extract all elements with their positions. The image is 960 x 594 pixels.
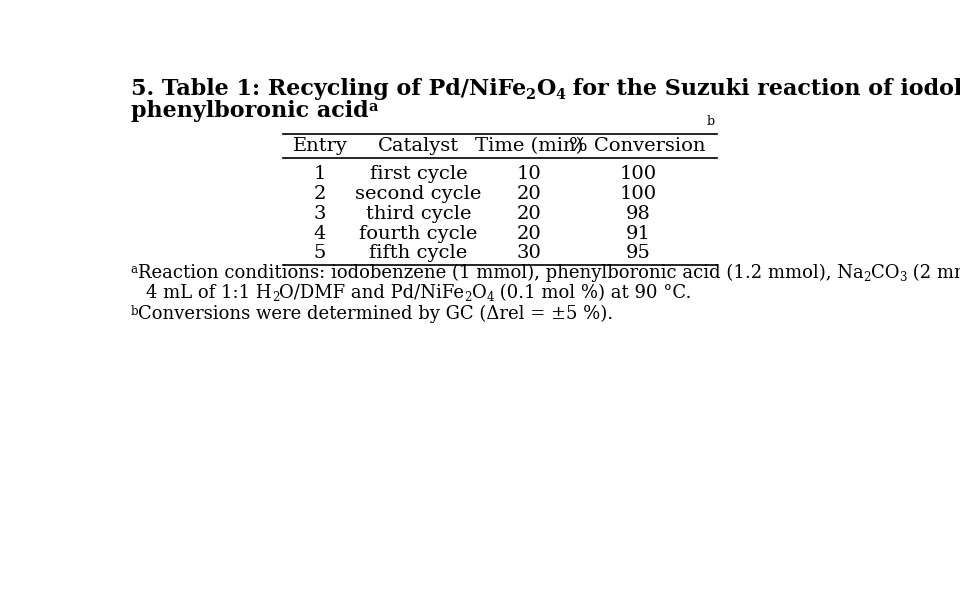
Text: 3: 3 [900,271,907,284]
Text: CO: CO [871,264,900,282]
Text: 3: 3 [314,205,326,223]
Text: a: a [131,263,138,276]
Text: 2: 2 [272,290,279,304]
Text: 91: 91 [625,225,650,243]
Text: first cycle: first cycle [370,165,468,183]
Text: second cycle: second cycle [355,185,482,203]
Text: O: O [471,284,487,302]
Text: Reaction conditions: iodobenzene (1 mmol), phenylboronic acid (1.2 mmol), Na: Reaction conditions: iodobenzene (1 mmol… [138,263,864,282]
Text: 20: 20 [516,185,541,203]
Text: 4: 4 [556,88,565,102]
Text: fourth cycle: fourth cycle [359,225,477,243]
Text: Catalyst: Catalyst [378,137,459,155]
Text: 4 mL of 1:1 H: 4 mL of 1:1 H [146,284,272,302]
Text: 100: 100 [619,165,657,183]
Text: third cycle: third cycle [366,205,471,223]
Text: 20: 20 [516,225,541,243]
Text: O/DMF and Pd/NiFe: O/DMF and Pd/NiFe [279,284,465,302]
Text: Conversions were determined by GC (Δrel = ±5 %).: Conversions were determined by GC (Δrel … [138,305,613,323]
Text: 5. Table 1: Recycling of Pd/NiFe: 5. Table 1: Recycling of Pd/NiFe [131,78,526,100]
Text: (2 mmol),: (2 mmol), [907,264,960,282]
Text: Entry: Entry [293,137,348,155]
Text: % Conversion: % Conversion [569,137,706,155]
Text: 30: 30 [516,244,541,262]
Text: for the Suzuki reaction of iodobenzene with: for the Suzuki reaction of iodobenzene w… [565,78,960,100]
Text: 20: 20 [516,205,541,223]
Text: b: b [131,305,138,318]
Text: 10: 10 [516,165,541,183]
Text: 98: 98 [625,205,650,223]
Text: 2: 2 [864,271,871,284]
Text: 100: 100 [619,185,657,203]
Text: a: a [369,100,378,114]
Text: 4: 4 [487,290,493,304]
Text: 2: 2 [465,290,471,304]
Text: 2: 2 [526,88,536,102]
Text: 2: 2 [314,185,326,203]
Text: 4: 4 [314,225,326,243]
Text: fifth cycle: fifth cycle [370,244,468,262]
Text: (0.1 mol %) at 90 °C.: (0.1 mol %) at 90 °C. [493,284,691,302]
Text: phenylboronic acid: phenylboronic acid [131,100,369,122]
Text: Time (min): Time (min) [475,137,584,155]
Text: 5: 5 [314,244,326,262]
Text: 1: 1 [314,165,326,183]
Text: O: O [536,78,556,100]
Text: b: b [707,115,715,128]
Text: 95: 95 [625,244,650,262]
